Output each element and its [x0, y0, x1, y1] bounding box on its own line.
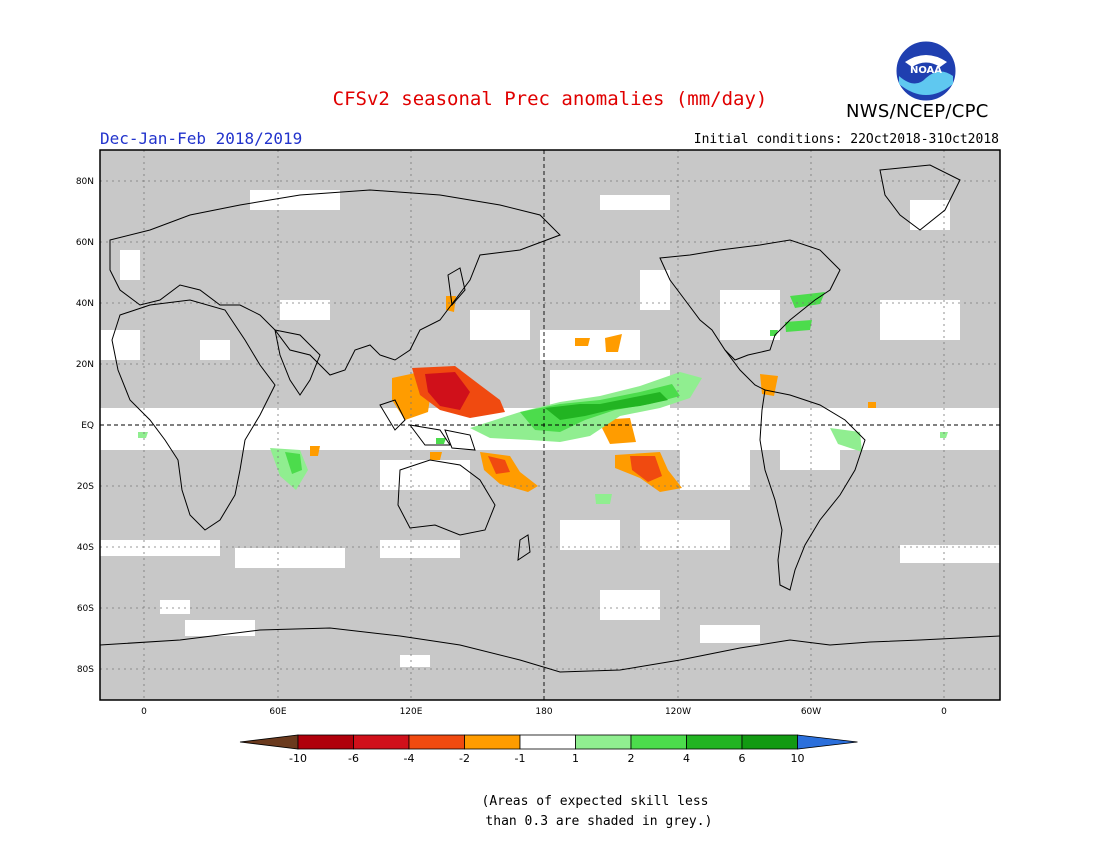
lon-label: 0 [941, 707, 947, 717]
lat-label: 40S [77, 543, 94, 553]
lat-label: 20S [77, 482, 94, 492]
lon-label: 120E [400, 707, 423, 717]
lat-label: 40N [76, 299, 94, 309]
lat-label: 60N [76, 238, 94, 248]
logo-text: NOAA [910, 65, 942, 76]
lon-label: 180 [535, 707, 552, 717]
colorbar-swatch [575, 734, 632, 750]
lon-label: 60W [801, 707, 821, 717]
skill-note-line-1: (Areas of expected skill less [481, 794, 709, 809]
lat-label: 60S [77, 604, 94, 614]
colorbar-tick-label: 10 [791, 752, 805, 765]
colorbar: -10 -6 -4 -2 -1 1 2 4 6 10 [239, 734, 858, 765]
lon-label: 120W [665, 707, 691, 717]
colorbar-swatch [741, 734, 798, 750]
lon-label: 0 [141, 707, 147, 717]
lat-label: 20N [76, 360, 94, 370]
colorbar-swatch [297, 734, 354, 750]
colorbar-tick-label: -2 [459, 752, 470, 765]
skill-note-line-2: than 0.3 are shaded in grey.) [477, 814, 713, 829]
colorbar-tick-label: -6 [348, 752, 359, 765]
colorbar-arrow-left [239, 734, 299, 750]
colorbar-arrow-right [797, 734, 858, 750]
lat-label: 80N [76, 177, 94, 187]
lat-label: 80S [77, 665, 94, 675]
coastlines [99, 164, 1001, 673]
colorbar-swatch [630, 734, 687, 750]
wet-anomaly-areas [138, 292, 948, 504]
noaa-logo-icon: NOAA [895, 40, 957, 102]
colorbar-swatch [408, 734, 465, 750]
initial-conditions-label: Initial conditions: 22Oct2018-31Oct2018 [693, 132, 999, 147]
organization-label: NWS/NCEP/CPC [846, 101, 989, 122]
colorbar-tick-label: 4 [683, 752, 690, 765]
colorbar-swatch [464, 734, 521, 750]
colorbar-tick-label: -4 [404, 752, 415, 765]
colorbar-swatch [353, 734, 410, 750]
colorbar-tick-label: -10 [289, 752, 307, 765]
colorbar-tick-label: -1 [515, 752, 526, 765]
colorbar-tick-label: 2 [628, 752, 635, 765]
season-label: Dec-Jan-Feb 2018/2019 [100, 129, 303, 148]
colorbar-swatch [519, 734, 576, 750]
map-frame [99, 149, 1001, 701]
lon-label: 60E [269, 707, 286, 717]
lat-label: EQ [81, 421, 94, 431]
skill-note: (Areas of expected skill less than 0.3 a… [430, 792, 760, 832]
chart-title: CFSv2 seasonal Prec anomalies (mm/day) [332, 88, 768, 110]
latitude-labels: 80N 60N 40N 20N EQ 20S 40S 60S 80S [76, 177, 94, 675]
colorbar-tick-label: 1 [572, 752, 579, 765]
colorbar-swatch [686, 734, 743, 750]
colorbar-tick-label: 6 [739, 752, 746, 765]
longitude-labels: 0 60E 120E 180 120W 60W 0 [141, 707, 947, 717]
